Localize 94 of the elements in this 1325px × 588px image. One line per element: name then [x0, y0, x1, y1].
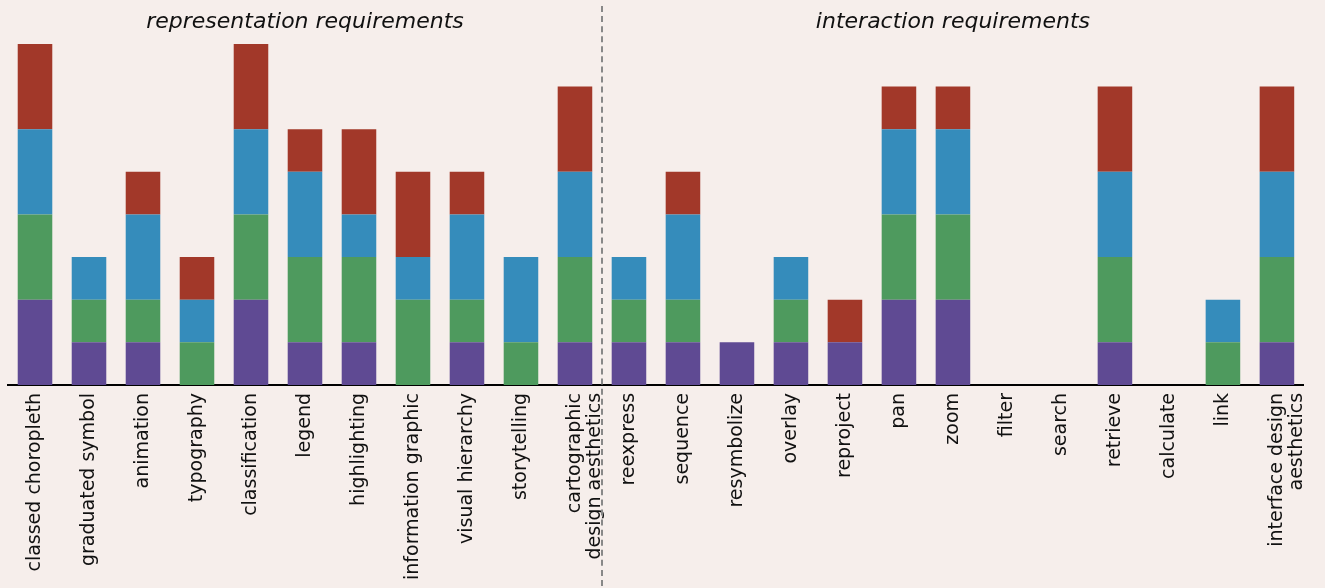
bar — [341, 342, 377, 385]
x-tick-label: information graphic — [399, 392, 422, 581]
bar — [665, 342, 701, 385]
bar — [773, 299, 809, 343]
x-tick-label: typography — [183, 392, 206, 503]
bar — [557, 342, 593, 385]
bar — [881, 214, 917, 300]
bar — [557, 171, 593, 258]
bar — [449, 342, 485, 385]
bar — [935, 129, 971, 215]
bar — [17, 214, 53, 300]
x-tick-label: zoom — [939, 392, 962, 445]
bar — [449, 299, 485, 343]
bar — [1097, 257, 1133, 343]
bar — [287, 129, 323, 172]
x-tick-label: sequence — [669, 392, 692, 485]
bar — [665, 214, 701, 300]
bar — [773, 257, 809, 300]
bar — [881, 299, 917, 385]
bar — [1259, 342, 1295, 385]
bar — [1205, 342, 1241, 385]
bar — [827, 342, 863, 385]
x-tick-label: legend — [291, 392, 314, 458]
bar — [125, 342, 161, 385]
bar — [935, 299, 971, 385]
bar — [125, 299, 161, 343]
x-tick-label: animation — [129, 392, 152, 489]
bar — [557, 257, 593, 343]
bar — [557, 86, 593, 172]
bar — [287, 342, 323, 385]
x-tick-label: calculate — [1155, 392, 1178, 479]
x-tick-label: filter — [993, 392, 1016, 438]
x-tick-label: reproject — [831, 392, 854, 478]
bar — [125, 171, 161, 215]
bar — [935, 214, 971, 300]
x-tick-label: pan — [885, 392, 908, 429]
bar — [71, 299, 107, 343]
bar — [827, 299, 863, 343]
bar — [287, 257, 323, 343]
x-tick-label: resymbolize — [723, 392, 746, 508]
bar — [233, 299, 269, 385]
bar — [17, 44, 53, 130]
bar — [71, 342, 107, 385]
bar — [287, 171, 323, 258]
bar — [179, 257, 215, 300]
bar — [1097, 171, 1133, 258]
bar — [341, 257, 377, 343]
bar — [881, 86, 917, 130]
bar — [17, 129, 53, 215]
x-tick-label: graduated symbol — [75, 392, 98, 567]
bar — [1259, 86, 1295, 172]
bar — [1259, 257, 1295, 343]
bar — [233, 129, 269, 215]
bar — [395, 299, 431, 385]
bar — [665, 299, 701, 343]
bar — [179, 342, 215, 385]
bar — [935, 86, 971, 130]
x-tick-label: retrieve — [1101, 392, 1124, 468]
bar — [611, 342, 647, 385]
bar — [17, 299, 53, 385]
text: interaction requirements — [815, 7, 1091, 33]
bar — [395, 171, 431, 258]
x-tick-label: search — [1047, 392, 1070, 457]
x-tick-label: overlay — [777, 392, 800, 464]
bar — [1097, 86, 1133, 172]
bar — [881, 129, 917, 215]
x-tick-label: classed choropleth — [21, 392, 44, 572]
bar — [71, 257, 107, 300]
bar — [773, 342, 809, 385]
x-tick-label: classification — [237, 392, 260, 516]
bar — [341, 129, 377, 215]
bar — [233, 44, 269, 130]
x-tick-label: highlighting — [345, 392, 368, 506]
text: representation requirements — [146, 7, 464, 33]
x-tick-label: link — [1209, 392, 1232, 427]
x-tick-label: storytelling — [507, 392, 530, 501]
bar — [665, 171, 701, 215]
bar — [719, 342, 755, 385]
bar — [503, 342, 539, 385]
x-tick-label: reexpress — [615, 392, 638, 486]
bar — [395, 257, 431, 300]
bar — [125, 214, 161, 300]
x-tick-label: visual hierarchy — [453, 392, 476, 544]
bar — [1097, 342, 1133, 385]
bar — [449, 171, 485, 215]
bar — [1205, 299, 1241, 343]
bar — [233, 214, 269, 300]
bar — [611, 299, 647, 343]
bar — [341, 214, 377, 258]
bar — [503, 257, 539, 343]
bar — [449, 214, 485, 300]
bar — [179, 299, 215, 343]
bar — [1259, 171, 1295, 258]
bar — [611, 257, 647, 300]
